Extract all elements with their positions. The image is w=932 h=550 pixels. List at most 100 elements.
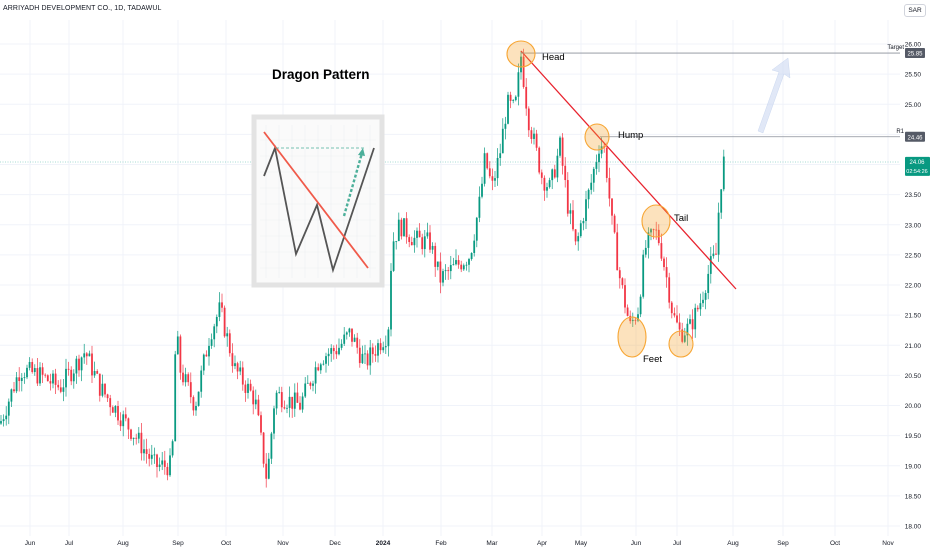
candle-body	[426, 232, 429, 237]
price-level-name: R1	[896, 129, 904, 135]
candle-body	[356, 337, 359, 348]
candle-body	[236, 363, 239, 372]
candle-body	[166, 466, 169, 476]
candle-body	[644, 247, 647, 255]
candle-body	[413, 237, 416, 246]
x-tick-label: Jun	[25, 540, 36, 547]
candle-body	[418, 230, 421, 238]
candle-body	[512, 100, 515, 101]
annotation-label: Head	[542, 52, 565, 63]
candle-body	[275, 392, 278, 409]
candle-body	[257, 399, 260, 416]
candle-body	[148, 453, 151, 459]
candle-body	[124, 414, 127, 419]
symbol-title: ARRIYADH DEVELOPMENT CO., 1D, TADAWUL	[3, 5, 162, 12]
candle-body	[574, 229, 577, 242]
candle-body	[171, 441, 174, 456]
candle-body	[496, 157, 499, 179]
candle-body	[140, 432, 143, 454]
candle-body	[330, 348, 333, 354]
candle-body	[127, 418, 130, 430]
candle-body	[249, 383, 252, 391]
candle-body	[80, 357, 83, 371]
x-tick-label: Jul	[673, 540, 682, 547]
candle-body	[486, 153, 489, 169]
candle-body	[184, 374, 187, 383]
candle-body	[10, 389, 13, 402]
candle-body	[457, 260, 460, 265]
candle-body	[546, 187, 548, 191]
candle-body	[517, 72, 520, 97]
candle-body	[306, 382, 309, 384]
candle-body	[286, 407, 288, 409]
candle-body	[384, 346, 387, 348]
candle-body	[655, 229, 658, 231]
candle-body	[358, 347, 361, 364]
price-level-value: 25.85	[907, 52, 923, 58]
candle-body	[33, 368, 36, 373]
annotation-label: Feet	[643, 354, 662, 365]
candle-body	[681, 329, 684, 342]
candle-body	[288, 396, 291, 408]
candle-body	[213, 326, 216, 340]
candle-body	[197, 391, 200, 406]
candle-body	[309, 382, 312, 386]
candle-body	[215, 316, 218, 327]
candle-body	[540, 172, 543, 178]
candle-body	[252, 390, 255, 405]
x-tick-label: Oct	[830, 540, 840, 547]
candle-body	[551, 169, 554, 181]
candle-body	[527, 108, 530, 131]
last-price-value: 24.06	[909, 160, 925, 166]
chart-title: Dragon Pattern	[272, 67, 370, 82]
candle-body	[585, 199, 587, 222]
candle-body	[244, 384, 247, 393]
target-arrow	[757, 57, 791, 134]
candle-body	[364, 353, 366, 355]
y-tick-label: 18.00	[905, 524, 922, 531]
candle-body	[91, 353, 93, 376]
candle-body	[473, 240, 476, 254]
candle-body	[117, 406, 119, 421]
candle-body	[153, 454, 156, 456]
candle-body	[88, 353, 91, 357]
candle-body	[319, 364, 322, 371]
candle-body	[67, 368, 70, 370]
candle-body	[15, 377, 18, 392]
candle-body	[566, 180, 569, 214]
candle-body	[460, 264, 463, 270]
x-tick-label: Jun	[631, 540, 642, 547]
x-tick-label: Aug	[117, 540, 129, 547]
candle-body	[327, 353, 330, 357]
currency-badge[interactable]: SAR	[904, 4, 926, 17]
candle-body	[403, 218, 405, 237]
candle-body	[187, 374, 190, 383]
candle-body	[535, 133, 538, 148]
candle-body	[137, 432, 140, 439]
candle-body	[665, 267, 668, 278]
candle-body	[340, 343, 343, 348]
candle-body	[46, 375, 49, 382]
candle-body	[548, 180, 551, 188]
candle-body	[93, 371, 96, 376]
x-tick-label: May	[575, 540, 588, 547]
candle-body	[312, 383, 314, 386]
candle-body	[72, 373, 75, 382]
y-tick-label: 21.50	[905, 313, 922, 320]
candle-body	[600, 146, 603, 154]
candle-body	[18, 377, 21, 382]
candle-body	[200, 370, 203, 392]
candle-body	[135, 437, 138, 439]
candle-body	[621, 278, 624, 286]
candle-body	[494, 178, 496, 181]
y-tick-label: 26.00	[905, 42, 922, 49]
candle-body	[605, 147, 608, 178]
candle-body	[234, 363, 236, 367]
candle-body	[41, 367, 44, 375]
x-tick-label: Jul	[65, 540, 74, 547]
candle-body	[314, 367, 317, 384]
candle-body	[57, 384, 60, 388]
candle-body	[49, 381, 52, 384]
candle-body	[20, 377, 23, 382]
